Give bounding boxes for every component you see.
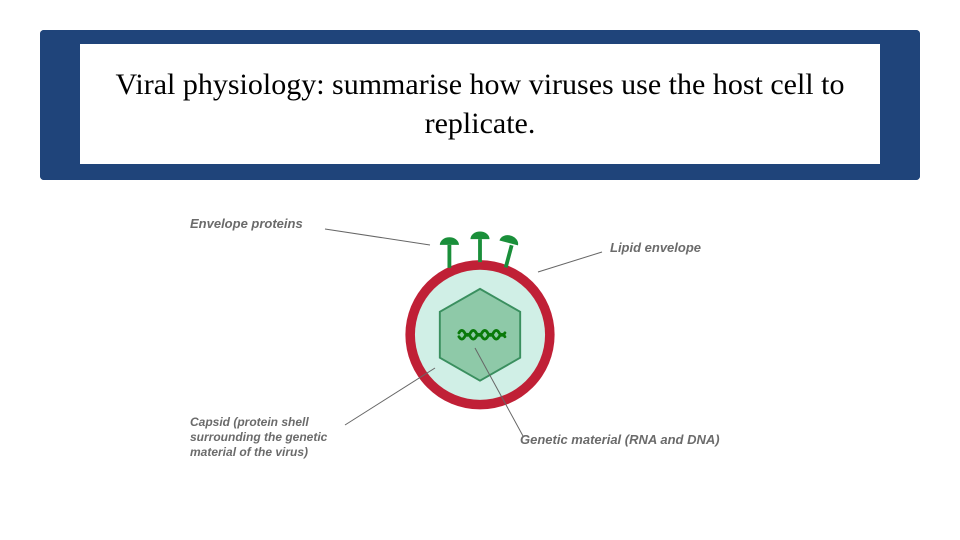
label-genetic-material: Genetic material (RNA and DNA): [520, 432, 750, 448]
envelope-protein-3: [499, 233, 519, 268]
envelope-protein-2: [470, 231, 489, 262]
virus-svg: [350, 220, 610, 440]
virus-diagram: Envelope proteins Lipid envelope Capsid …: [200, 210, 760, 510]
label-lipid-envelope: Lipid envelope: [610, 240, 750, 256]
label-envelope-proteins: Envelope proteins: [190, 216, 340, 232]
title-box: Viral physiology: summarise how viruses …: [80, 44, 880, 164]
slide-title: Viral physiology: summarise how viruses …: [104, 65, 856, 143]
envelope-protein-1: [440, 237, 459, 268]
label-capsid: Capsid (protein shell surrounding the ge…: [190, 415, 360, 460]
